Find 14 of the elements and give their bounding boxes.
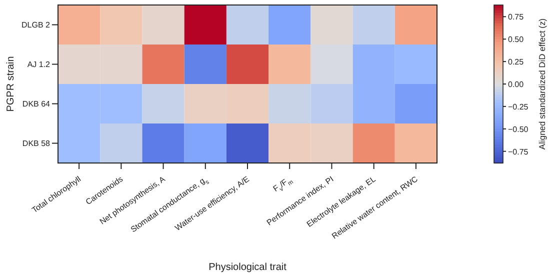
color-bar-label: −0.75	[508, 147, 529, 156]
y-axis-title: PGPR strain	[6, 56, 17, 112]
color-bar-label: 0.50	[508, 35, 524, 44]
color-bar-label: 0.00	[508, 80, 524, 89]
y-tick-label: DKB 64	[22, 100, 51, 109]
x-axis-title: Physiological trait	[208, 262, 287, 273]
color-bar-title: Aligned standardized DiD effect (z)	[537, 18, 547, 150]
color-bar-label: 0.75	[508, 12, 524, 22]
y-tick-label: DLGB 2	[22, 20, 51, 30]
color-bar-label: 0.25	[508, 58, 524, 67]
color-bar-label: −0.50	[508, 124, 529, 134]
color-bar-label: −0.25	[508, 102, 529, 112]
y-tick-label: AJ 1.2	[27, 60, 51, 70]
y-tick-label: DKB 58	[22, 139, 51, 148]
